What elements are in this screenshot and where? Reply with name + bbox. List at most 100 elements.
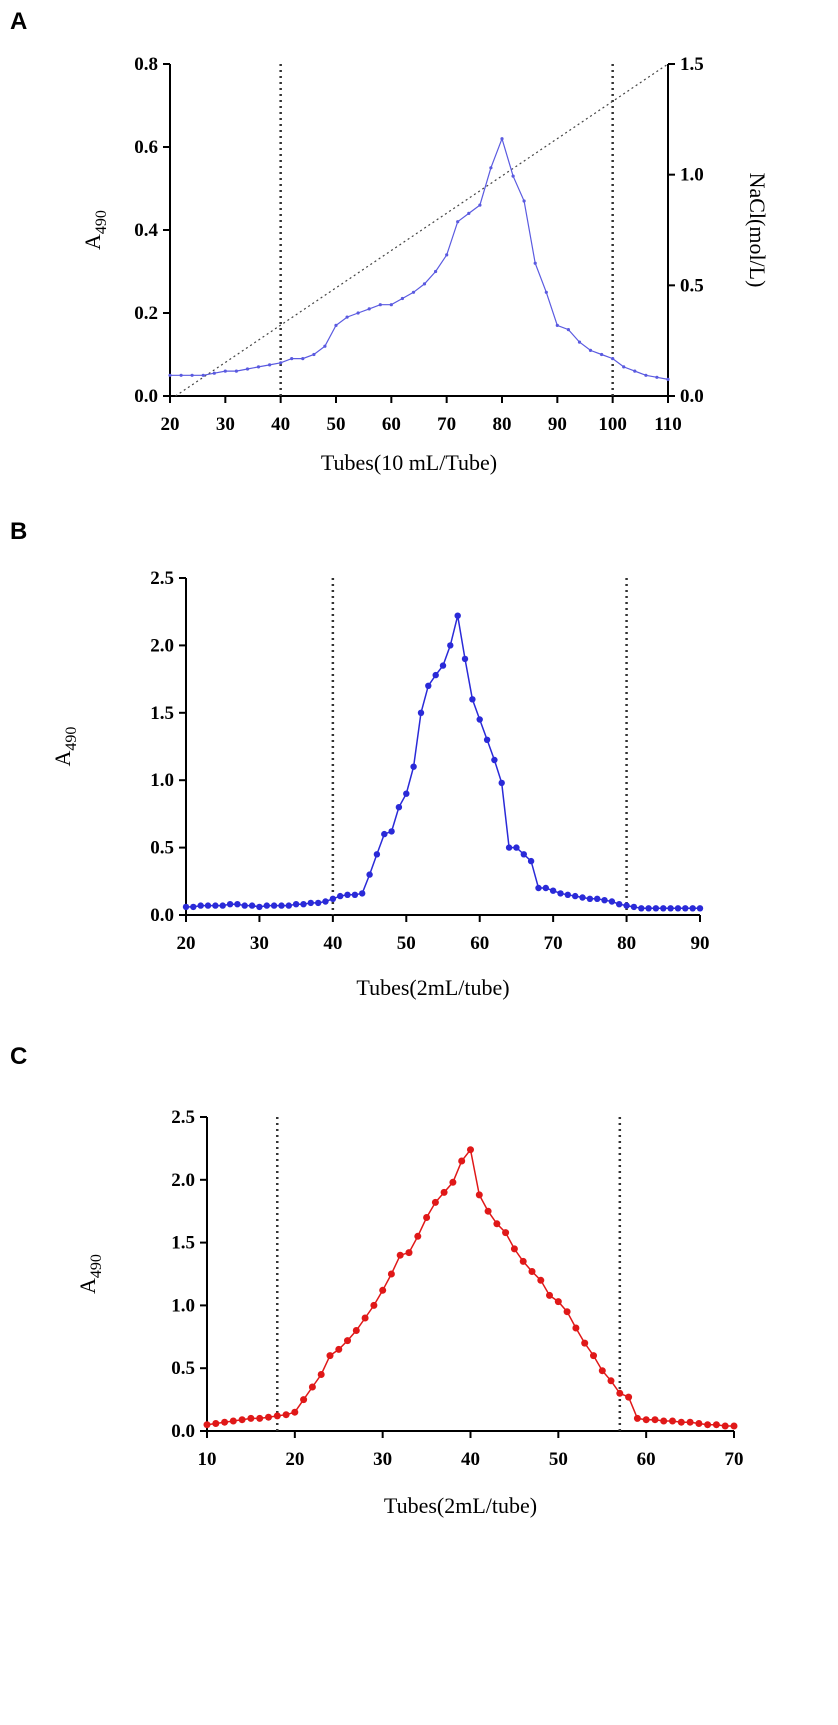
x-tick-label-a: 80	[493, 414, 512, 435]
y-axis-title-sub-b: 490	[63, 727, 80, 751]
data-point-c	[229, 1417, 237, 1425]
data-point-b	[594, 895, 601, 902]
data-point-a	[268, 363, 272, 367]
panel-a-letter: A	[10, 8, 28, 35]
y-tick-label-b: 2.5	[150, 568, 174, 589]
data-point-a	[445, 253, 449, 257]
data-point-b	[601, 897, 608, 904]
data-point-a	[533, 261, 537, 265]
x-tick-label-c: 40	[461, 1449, 480, 1470]
data-point-b	[226, 901, 234, 908]
data-point-c	[238, 1416, 246, 1424]
data-point-a	[522, 199, 526, 203]
x-tick-label-b: 30	[250, 933, 269, 954]
data-point-b	[395, 804, 403, 811]
data-point-b	[682, 905, 689, 912]
data-point-c	[282, 1411, 290, 1419]
data-point-b	[645, 905, 652, 912]
x-tick-label-a: 110	[654, 414, 681, 435]
data-point-a	[367, 307, 371, 311]
chart-a: 0.0 0.2 0.4 0.6 0.8 20 30 40 50 60 70 80 90 100 110 0.0…	[80, 54, 770, 475]
data-point-c	[467, 1146, 474, 1154]
data-point-a	[279, 361, 283, 365]
y-tick-label-c: 1.0	[171, 1295, 195, 1316]
data-point-b	[535, 884, 542, 892]
data-point-a	[411, 290, 416, 294]
data-point-b	[182, 903, 190, 911]
x-tick-label-b: 50	[397, 933, 416, 954]
data-point-c	[308, 1383, 316, 1391]
data-point-c	[414, 1232, 422, 1240]
data-point-b	[278, 902, 285, 909]
data-point-c	[326, 1352, 334, 1360]
data-point-c	[493, 1220, 501, 1228]
data-point-a	[179, 373, 183, 377]
series-line-c	[206, 1147, 734, 1427]
x-tick-label-a: 20	[161, 414, 180, 435]
data-point-b	[520, 851, 527, 858]
data-point-b	[623, 902, 630, 909]
data-point-c	[625, 1393, 633, 1401]
data-point-b	[403, 790, 410, 797]
data-point-b	[491, 756, 498, 764]
data-point-b	[447, 642, 454, 649]
data-point-a	[345, 315, 349, 319]
y-tick-label-a: 0.2	[134, 303, 158, 324]
x-tick-label-c: 20	[285, 1449, 304, 1470]
data-point-b	[197, 902, 204, 909]
y-tick-label-a: 0.6	[134, 137, 158, 158]
data-point-c	[502, 1229, 510, 1237]
data-point-b	[608, 898, 616, 905]
data-point-b	[498, 779, 505, 787]
data-point-b	[292, 901, 300, 908]
data-point-b	[476, 716, 483, 723]
data-point-c	[265, 1413, 272, 1421]
data-point-c	[387, 1270, 395, 1278]
data-point-b	[527, 857, 535, 865]
x-tick-label-a: 60	[382, 414, 401, 435]
y-tick-label-c: 2.0	[171, 1170, 195, 1191]
data-point-a	[489, 166, 493, 170]
data-point-b	[542, 884, 549, 892]
data-point-b	[373, 851, 381, 858]
x-axis-title-a: Tubes(10 mL/Tube)	[321, 450, 497, 475]
data-point-b	[300, 901, 307, 908]
panel-c-letter: C	[10, 1043, 28, 1070]
data-point-c	[642, 1416, 650, 1424]
x-axis-title-c: Tubes(2mL/tube)	[384, 1493, 537, 1518]
data-point-a	[378, 303, 382, 307]
data-point-b	[285, 902, 292, 909]
data-point-c	[203, 1421, 211, 1429]
data-point-b	[674, 905, 682, 912]
data-point-c	[396, 1251, 404, 1259]
y-axis-title-sub-c: 490	[88, 1254, 105, 1278]
data-point-a	[611, 357, 615, 361]
x-tick-label-c: 10	[198, 1449, 217, 1470]
nacl-gradient-line-a	[175, 63, 669, 397]
data-point-c	[519, 1257, 527, 1265]
x-tick-label-a: 50	[327, 414, 346, 435]
data-point-a	[666, 377, 670, 381]
data-point-b	[190, 903, 197, 911]
data-point-c	[458, 1157, 466, 1165]
data-point-c	[616, 1389, 624, 1397]
data-point-b	[564, 891, 571, 898]
data-point-c	[379, 1286, 387, 1294]
data-point-c	[563, 1308, 571, 1316]
data-point-a	[334, 323, 338, 327]
data-point-c	[607, 1377, 615, 1385]
data-point-c	[449, 1178, 457, 1186]
chart-c: 0.0 0.5 1.0 1.5 2.0 2.5 10 20 30 40 50 60 70 Tubes(2m…	[75, 1107, 744, 1518]
y-tick-label-b: 0.5	[150, 838, 174, 859]
data-point-b	[329, 895, 337, 902]
data-point-a	[434, 269, 438, 274]
x-tick-label-a: 40	[271, 414, 290, 435]
x-tick-label-c: 60	[637, 1449, 656, 1470]
data-point-b	[322, 898, 329, 905]
data-point-c	[651, 1416, 659, 1424]
data-point-a	[201, 373, 205, 377]
data-point-c	[554, 1298, 562, 1306]
data-point-c	[695, 1420, 703, 1427]
y-tick-label-c: 1.5	[171, 1233, 195, 1254]
y2-tick-label-a: 0.0	[680, 386, 704, 407]
